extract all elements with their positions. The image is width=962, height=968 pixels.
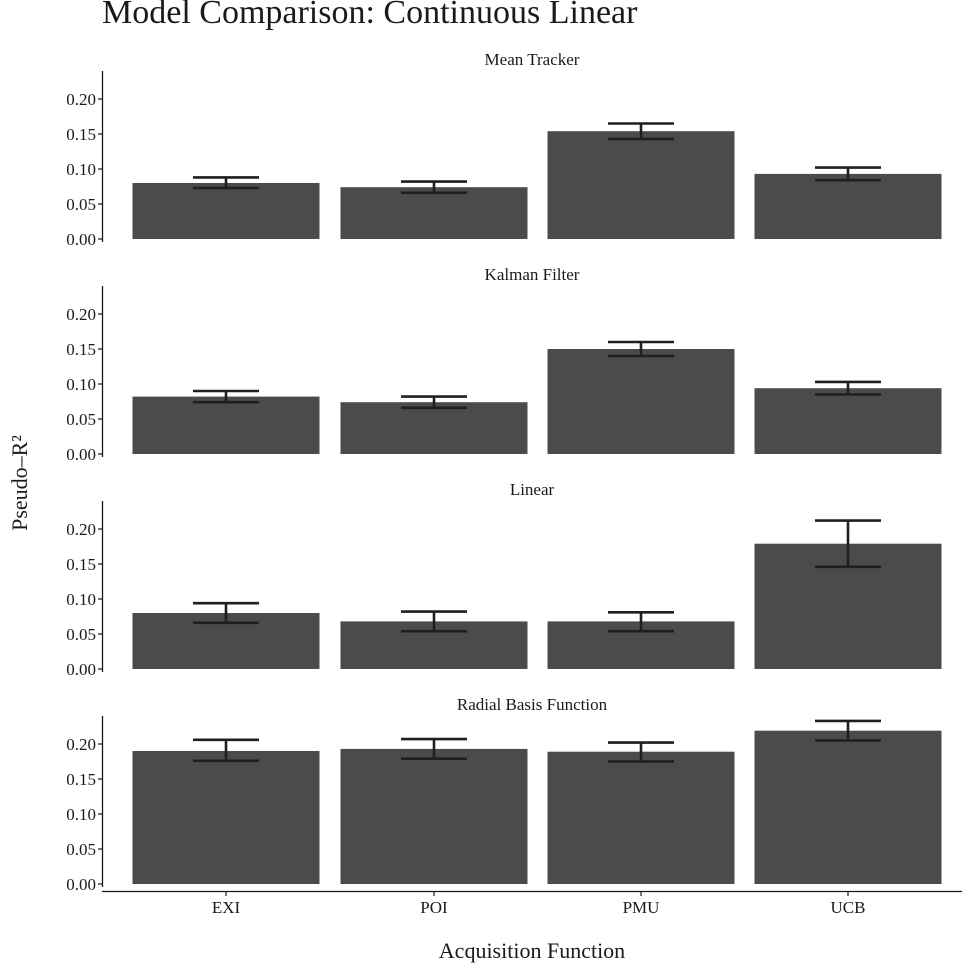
panel-strip-label: Kalman Filter <box>485 265 580 284</box>
bar <box>132 751 320 884</box>
y-tick-label: 0.00 <box>66 875 96 894</box>
y-tick-label: 0.10 <box>66 590 96 609</box>
x-tick-label: POI <box>420 898 448 917</box>
bar <box>754 730 942 884</box>
bar <box>132 183 320 239</box>
bar <box>754 388 942 454</box>
y-tick-label: 0.10 <box>66 375 96 394</box>
panel-strip-label: Linear <box>510 480 555 499</box>
x-tick-label: UCB <box>831 898 866 917</box>
panel-strip-label: Mean Tracker <box>485 50 580 69</box>
bar <box>340 748 528 884</box>
bar <box>132 396 320 454</box>
y-tick-label: 0.20 <box>66 90 96 109</box>
y-tick-label: 0.15 <box>66 125 96 144</box>
y-tick-label: 0.20 <box>66 520 96 539</box>
y-tick-label: 0.15 <box>66 770 96 789</box>
bar <box>547 349 735 454</box>
y-tick-label: 0.20 <box>66 735 96 754</box>
bar <box>547 751 735 884</box>
bar <box>754 173 942 239</box>
x-axis-label: Acquisition Function <box>438 938 626 963</box>
bar <box>340 402 528 454</box>
bar <box>547 131 735 239</box>
y-tick-label: 0.05 <box>66 840 96 859</box>
y-tick-label: 0.00 <box>66 445 96 464</box>
y-tick-label: 0.10 <box>66 805 96 824</box>
y-tick-label: 0.20 <box>66 305 96 324</box>
y-tick-label: 0.15 <box>66 340 96 359</box>
x-tick-label: PMU <box>623 898 660 917</box>
y-tick-label: 0.00 <box>66 660 96 679</box>
panel-strip-label: Radial Basis Function <box>457 695 608 714</box>
y-tick-label: 0.05 <box>66 625 96 644</box>
x-tick-label: EXI <box>212 898 241 917</box>
y-tick-label: 0.10 <box>66 160 96 179</box>
bar <box>340 187 528 239</box>
y-tick-label: 0.05 <box>66 195 96 214</box>
y-tick-label: 0.15 <box>66 555 96 574</box>
y-tick-label: 0.05 <box>66 410 96 429</box>
chart-title: Model Comparison: Continuous Linear <box>102 0 638 31</box>
y-tick-label: 0.00 <box>66 230 96 249</box>
